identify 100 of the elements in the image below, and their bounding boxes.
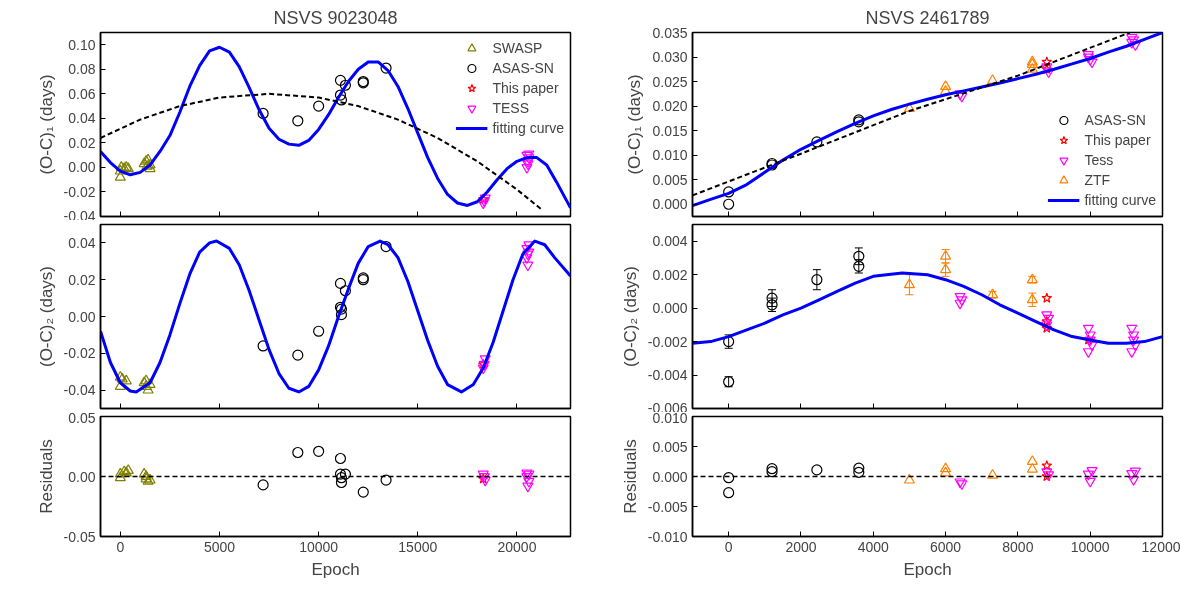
point xyxy=(339,468,352,480)
x-tick-label: 20000 xyxy=(497,538,537,555)
point xyxy=(1082,348,1094,358)
x-tick-label: 0 xyxy=(724,538,733,555)
point xyxy=(114,471,126,482)
point xyxy=(313,100,325,112)
line-series xyxy=(100,239,571,394)
y-tick-label: 0.04 xyxy=(68,234,96,251)
y-tick-label: 0.004 xyxy=(652,233,688,250)
legend-label: This paper xyxy=(1084,131,1151,149)
y-tick-label: -0.02 xyxy=(63,345,96,362)
y-tick-label: 0.00 xyxy=(68,468,96,485)
y-tick-label: 0.015 xyxy=(652,122,688,139)
point xyxy=(903,278,916,289)
y-axis-title: (O-C)₁ (days) xyxy=(625,74,645,175)
y-tick-label: 0.00 xyxy=(68,308,96,325)
x-tick-label: 0 xyxy=(116,538,125,555)
point xyxy=(339,79,352,91)
point xyxy=(335,94,348,106)
y-tick-label: 0.000 xyxy=(652,300,688,317)
x-tick-label: 5000 xyxy=(203,538,236,555)
y-tick-label: 0.06 xyxy=(68,85,96,102)
point xyxy=(986,74,999,85)
chart-title: NSVS 9023048 xyxy=(273,7,398,28)
point xyxy=(114,164,126,175)
point xyxy=(1041,56,1053,67)
x-tick-label: 8000 xyxy=(1002,538,1034,555)
point xyxy=(1126,348,1138,358)
legend-label: fitting curve xyxy=(1084,191,1156,209)
point xyxy=(292,115,304,127)
y-tick-label: -0.005 xyxy=(647,498,688,515)
point xyxy=(313,325,325,337)
point xyxy=(522,261,534,272)
y-tick-label: 0.08 xyxy=(68,61,96,78)
point xyxy=(723,186,735,198)
point xyxy=(811,274,823,286)
y-tick-label: -0.04 xyxy=(63,207,96,224)
y-tick-label: 0.005 xyxy=(652,438,688,455)
point xyxy=(357,486,369,498)
point xyxy=(334,468,347,480)
point xyxy=(1041,292,1053,303)
point xyxy=(1129,341,1141,352)
legend-label: Tess xyxy=(1084,151,1114,169)
point xyxy=(334,277,347,289)
y-tick-label: 0.04 xyxy=(68,110,96,127)
y-tick-label: -0.02 xyxy=(63,183,96,200)
y-axis-title: Residuals xyxy=(36,439,56,514)
point xyxy=(334,74,347,86)
legend-label: ASAS-SN xyxy=(1084,111,1146,129)
y-tick-label: 0.02 xyxy=(68,134,96,151)
point xyxy=(334,89,347,101)
point xyxy=(1086,341,1098,352)
point xyxy=(1127,336,1140,347)
point xyxy=(939,249,952,260)
y-tick-label: 0.02 xyxy=(68,271,96,288)
y-tick-label: 0.020 xyxy=(652,98,688,115)
point xyxy=(380,240,392,253)
point xyxy=(257,479,269,491)
y-tick-label: 0.010 xyxy=(652,147,688,164)
y-tick-label: 0.000 xyxy=(652,468,688,485)
x-tick-label: 12000 xyxy=(1141,538,1181,555)
y-tick-label: -0.004 xyxy=(647,367,688,384)
point xyxy=(313,445,325,457)
y-tick-label: 0.030 xyxy=(652,49,688,66)
point xyxy=(335,472,348,484)
point xyxy=(380,474,392,486)
point xyxy=(144,378,156,389)
y-axis-title: (O-C)₁ (days) xyxy=(36,74,56,175)
legend-label: TESS xyxy=(492,99,529,117)
point xyxy=(954,292,966,303)
point xyxy=(523,477,535,488)
point xyxy=(1082,324,1094,335)
legend-label: ZTF xyxy=(1084,171,1111,189)
point xyxy=(339,285,352,297)
y-tick-label: -0.002 xyxy=(647,333,688,350)
x-axis-title: Epoch xyxy=(311,559,360,579)
y-tick-label: 0.000 xyxy=(652,196,688,213)
x-tick-label: 15000 xyxy=(398,538,438,555)
point xyxy=(292,446,304,459)
point xyxy=(1127,331,1140,342)
x-tick-label: 10000 xyxy=(299,538,339,555)
point xyxy=(853,250,865,262)
point xyxy=(811,136,823,148)
point xyxy=(903,102,916,113)
legend-label: ASAS-SN xyxy=(492,59,554,77)
y-tick-label: 0.035 xyxy=(652,24,688,41)
line-series xyxy=(100,45,571,210)
y-tick-label: 0.10 xyxy=(68,36,96,53)
point xyxy=(522,482,534,493)
x-tick-label: 4000 xyxy=(857,538,890,555)
point xyxy=(257,107,269,120)
y-tick-label: 0.002 xyxy=(652,266,688,283)
point xyxy=(334,452,347,465)
point xyxy=(335,476,348,489)
point xyxy=(114,467,126,478)
legend-label: SWASP xyxy=(492,39,543,57)
legend-label: This paper xyxy=(492,79,559,97)
x-tick-label: 10000 xyxy=(1070,538,1110,555)
point xyxy=(140,380,152,390)
legend-label: fitting curve xyxy=(492,119,564,137)
